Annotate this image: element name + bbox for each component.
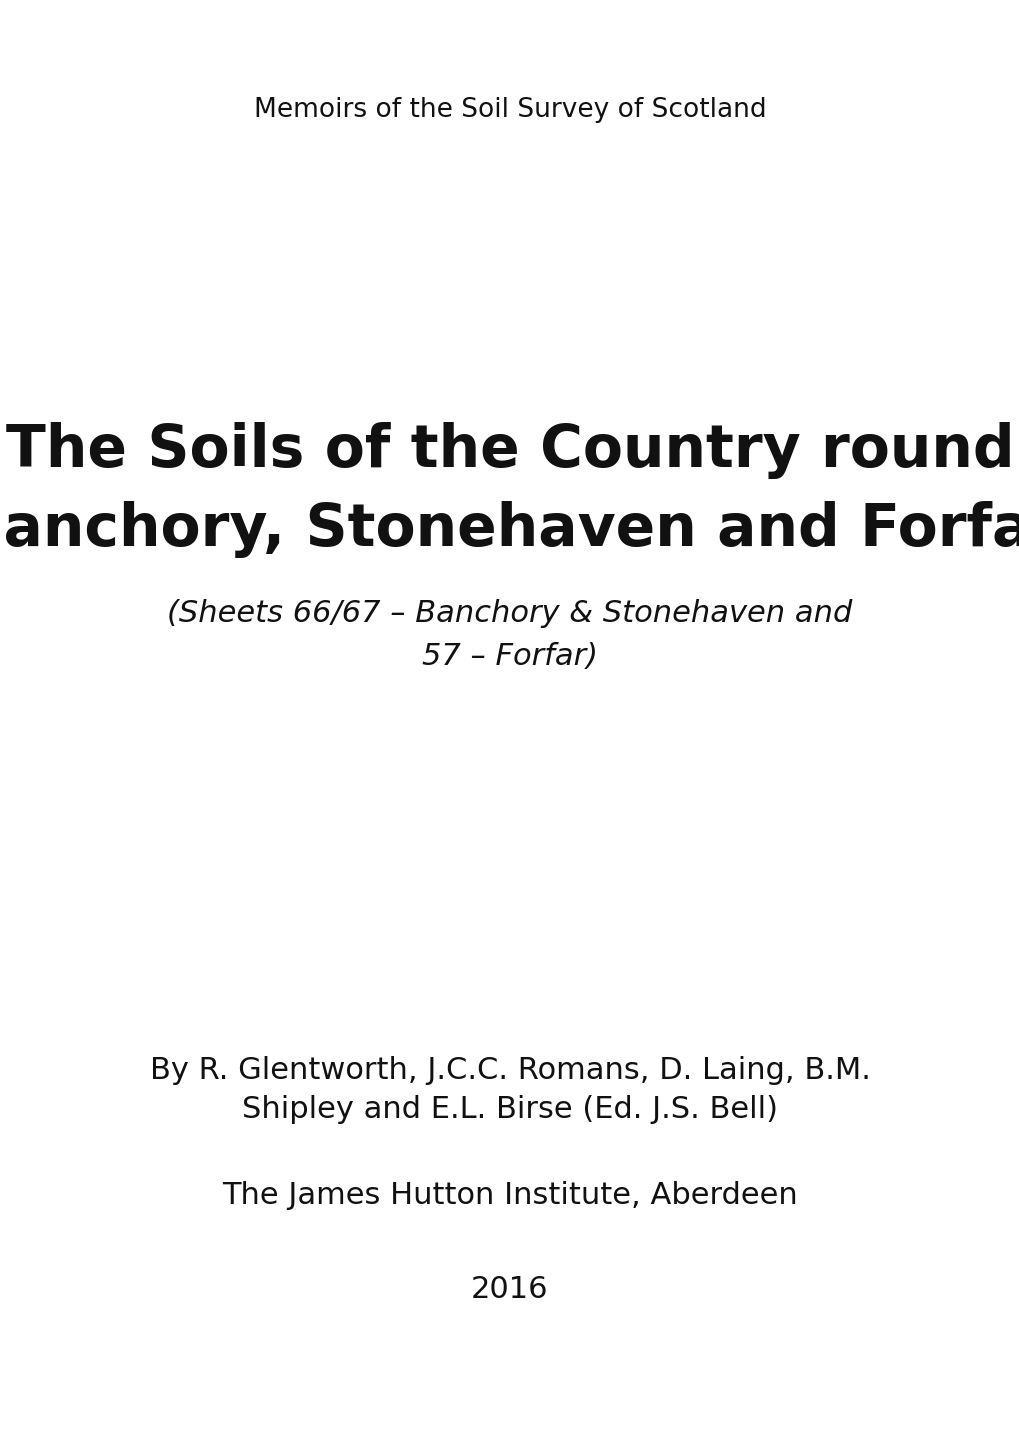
Text: 2016: 2016 — [471, 1276, 548, 1305]
Text: By R. Glentworth, J.C.C. Romans, D. Laing, B.M.
Shipley and E.L. Birse (Ed. J.S.: By R. Glentworth, J.C.C. Romans, D. Lain… — [150, 1057, 869, 1123]
Text: (Sheets 66/67 – Banchory & Stonehaven and
57 – Forfar): (Sheets 66/67 – Banchory & Stonehaven an… — [167, 598, 852, 671]
Text: The James Hutton Institute, Aberdeen: The James Hutton Institute, Aberdeen — [222, 1181, 797, 1210]
Text: The Soils of the Country round
Banchory, Stonehaven and Forfar: The Soils of the Country round Banchory,… — [0, 421, 1019, 558]
Text: Memoirs of the Soil Survey of Scotland: Memoirs of the Soil Survey of Scotland — [254, 97, 765, 123]
